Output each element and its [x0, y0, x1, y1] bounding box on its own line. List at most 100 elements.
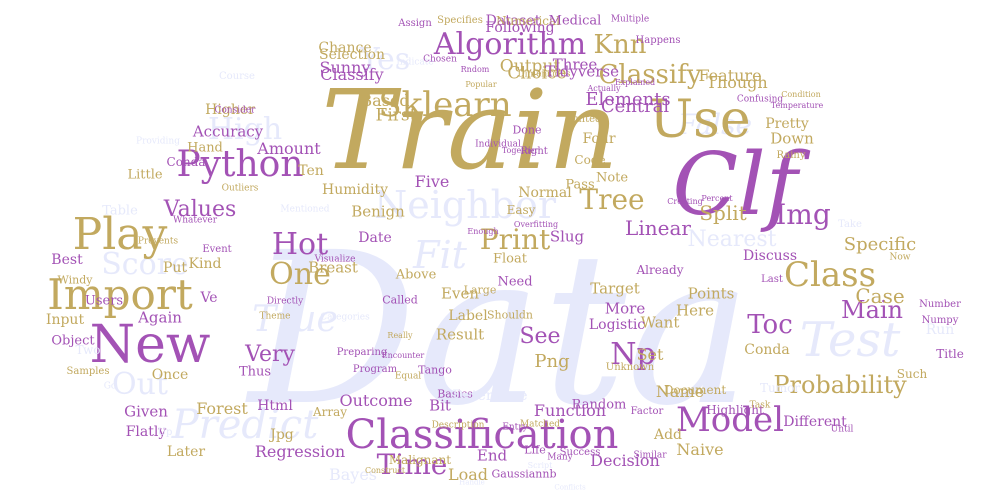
word-based: Based: [360, 91, 410, 110]
word-one: One: [269, 257, 331, 292]
word-shouldn: Shouldn: [487, 308, 533, 322]
word-temperature: Temperature: [770, 101, 824, 110]
word-explained: Explained: [614, 78, 656, 87]
word-kind: Kind: [188, 256, 222, 272]
word-determine: Determine: [452, 388, 528, 404]
word-breast: Breast: [308, 258, 358, 277]
word-python: Python: [176, 144, 304, 185]
word-new: New: [89, 315, 211, 375]
word-unknown: Unknown: [605, 362, 655, 373]
word-classify: Classify: [320, 65, 384, 84]
word-chosen: Chosen: [423, 54, 457, 65]
word-providing: Providing: [136, 136, 180, 147]
word-fit: Fit: [413, 233, 467, 277]
word-matched: Matched: [519, 419, 561, 430]
word-pretty: Pretty: [765, 116, 809, 132]
word-numpy: Numpy: [921, 315, 959, 326]
word-yes: Yes: [359, 42, 411, 77]
word-clf: Clf: [672, 135, 798, 235]
word-medical: Medical: [548, 13, 602, 29]
word-five: Five: [414, 172, 450, 191]
word-title: Title: [936, 347, 964, 361]
word-highlight: Highlight: [706, 403, 764, 417]
word-easy: Easy: [506, 203, 536, 217]
word-entry: Entry: [502, 422, 528, 433]
word-class: Class: [783, 255, 877, 295]
word-windy: Windy: [57, 273, 93, 287]
word-dimensions: Dimensions: [517, 69, 571, 80]
word-together: Together: [501, 146, 539, 155]
word-tree: Tree: [579, 183, 645, 216]
word-specifies: Specifies: [437, 15, 483, 26]
word-mentioned: Mentioned: [280, 204, 330, 215]
word-object: Object: [51, 333, 95, 349]
word-large: Large: [463, 283, 497, 297]
word-train: Train: [321, 66, 619, 194]
word-down: Down: [770, 129, 814, 148]
word-values: Values: [163, 197, 237, 222]
word-classify: Classify: [598, 60, 702, 90]
word-percent: Percent: [701, 194, 733, 203]
word-again: Again: [138, 308, 182, 327]
word-predict: Predict: [171, 402, 319, 448]
word-nearest: Nearest: [687, 227, 777, 252]
word-popular: Popular: [465, 80, 497, 89]
word-best: Best: [51, 252, 83, 268]
word-flatly: Flatly: [125, 424, 167, 440]
word-similar: Similar: [633, 450, 667, 461]
word-following: Following: [485, 20, 555, 36]
word-happens: Happens: [635, 35, 681, 46]
word-thus: Thus: [238, 364, 272, 380]
word-forest: Forest: [196, 399, 248, 418]
word-description: Description: [431, 420, 485, 431]
word-called: Called: [382, 293, 418, 307]
word-encounter: Encounter: [381, 351, 425, 360]
word-task: Task: [749, 400, 771, 411]
word-creating: Creating: [667, 197, 703, 206]
word-prevents: Prevents: [137, 236, 179, 247]
word-rainy: Rainy: [776, 150, 806, 161]
word-whatever: Whatever: [172, 215, 218, 226]
word-chance: Chance: [318, 40, 372, 56]
word-run: Run: [925, 322, 955, 338]
word-here: Here: [675, 301, 715, 320]
word-higher: Higher: [205, 102, 255, 118]
word-normal: Normal: [518, 185, 572, 201]
word-pass: Pass: [565, 177, 595, 193]
word-model: Model: [675, 400, 785, 440]
word-three: Three: [552, 55, 598, 74]
word-construct: Construct: [364, 466, 406, 475]
word-handle: Handle: [459, 478, 485, 487]
word-once: Once: [151, 367, 189, 383]
word-conflicts: Conflicts: [554, 483, 586, 492]
word-result: Result: [435, 325, 485, 344]
word-two: Two: [75, 343, 101, 357]
word-note: Note: [595, 170, 629, 186]
word-sklearn: Sklearn: [378, 85, 512, 125]
word-print: Print: [479, 223, 551, 256]
word-toc: Toc: [747, 310, 793, 340]
word-points: Points: [687, 284, 735, 303]
word-actually: Actually: [587, 84, 621, 93]
word-samples: Samples: [66, 366, 110, 377]
word-output: Output: [499, 56, 561, 77]
word-main: Main: [840, 296, 904, 324]
word-img: Img: [775, 198, 831, 231]
word-naive: Naive: [676, 440, 724, 459]
word-name: Name: [655, 382, 705, 401]
word-need: Need: [497, 274, 533, 290]
word-jpg: Jpg: [270, 427, 294, 443]
word-conda: Conda: [166, 155, 206, 169]
word-bit: Bit: [429, 396, 451, 415]
word-np: Np: [610, 337, 656, 372]
word-go: Go: [103, 381, 117, 392]
word-hand: Hand: [187, 140, 223, 156]
word-linear: Linear: [625, 216, 691, 240]
word-selection: Selection: [318, 47, 386, 63]
word-until: Until: [830, 424, 854, 435]
word-given: Given: [124, 402, 168, 421]
word-input: Input: [45, 312, 85, 328]
word-above: Above: [395, 267, 437, 283]
word-humidity: Humidity: [322, 182, 388, 198]
